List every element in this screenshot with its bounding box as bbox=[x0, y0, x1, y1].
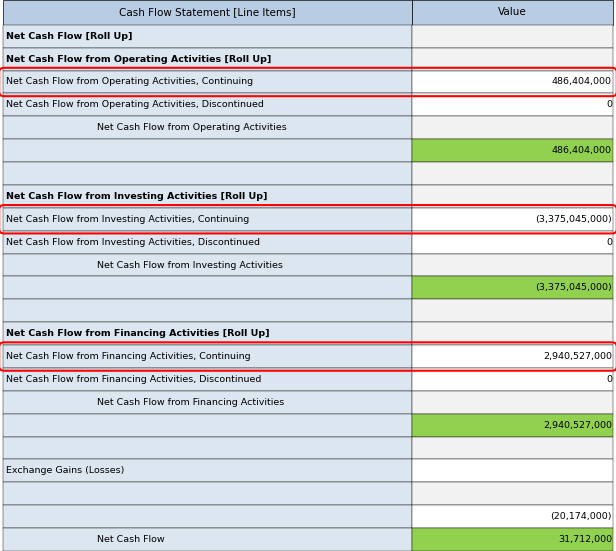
Text: 2,940,527,000: 2,940,527,000 bbox=[543, 352, 612, 361]
Text: Cash Flow Statement [Line Items]: Cash Flow Statement [Line Items] bbox=[119, 7, 296, 18]
Bar bbox=[411, 25, 613, 48]
Bar bbox=[411, 528, 613, 551]
Text: Net Cash Flow from Operating Activities, Discontinued: Net Cash Flow from Operating Activities,… bbox=[6, 100, 264, 109]
Text: Net Cash Flow from Investing Activities, Discontinued: Net Cash Flow from Investing Activities,… bbox=[6, 237, 260, 247]
Bar bbox=[411, 48, 613, 71]
Text: Net Cash Flow from Financing Activities: Net Cash Flow from Financing Activities bbox=[97, 398, 285, 407]
Bar bbox=[411, 277, 613, 299]
Bar bbox=[3, 0, 411, 25]
Text: Value: Value bbox=[498, 7, 527, 18]
Text: (3,375,045,000): (3,375,045,000) bbox=[535, 283, 612, 293]
Text: Net Cash Flow from Operating Activities [Roll Up]: Net Cash Flow from Operating Activities … bbox=[6, 55, 271, 63]
Text: 0: 0 bbox=[606, 237, 612, 247]
Bar bbox=[411, 253, 613, 277]
Text: 486,404,000: 486,404,000 bbox=[552, 146, 612, 155]
Bar bbox=[411, 94, 613, 116]
Bar bbox=[3, 345, 411, 368]
Bar bbox=[3, 185, 411, 208]
Bar bbox=[411, 139, 613, 162]
Text: Net Cash Flow from Financing Activities [Roll Up]: Net Cash Flow from Financing Activities … bbox=[6, 329, 270, 338]
Bar bbox=[3, 253, 411, 277]
Bar bbox=[3, 482, 411, 505]
Text: (3,375,045,000): (3,375,045,000) bbox=[535, 215, 612, 224]
Bar bbox=[411, 208, 613, 231]
Bar bbox=[3, 162, 411, 185]
Bar bbox=[3, 116, 411, 139]
Bar bbox=[411, 436, 613, 460]
Bar bbox=[3, 299, 411, 322]
Text: Net Cash Flow from Investing Activities [Roll Up]: Net Cash Flow from Investing Activities … bbox=[6, 192, 267, 201]
Text: 31,712,000: 31,712,000 bbox=[558, 535, 612, 544]
Bar bbox=[3, 25, 411, 48]
Bar bbox=[3, 505, 411, 528]
Bar bbox=[3, 277, 411, 299]
Bar bbox=[3, 48, 411, 71]
Bar bbox=[411, 0, 613, 25]
Text: Net Cash Flow [Roll Up]: Net Cash Flow [Roll Up] bbox=[6, 32, 132, 41]
Text: 2,940,527,000: 2,940,527,000 bbox=[543, 420, 612, 430]
Text: Net Cash Flow from Operating Activities, Continuing: Net Cash Flow from Operating Activities,… bbox=[6, 78, 253, 87]
Bar bbox=[411, 71, 613, 94]
Text: 0: 0 bbox=[606, 100, 612, 109]
Bar bbox=[411, 460, 613, 482]
Bar bbox=[3, 208, 411, 231]
Bar bbox=[411, 482, 613, 505]
Text: Exchange Gains (Losses): Exchange Gains (Losses) bbox=[6, 467, 124, 476]
Text: Net Cash Flow from Investing Activities, Continuing: Net Cash Flow from Investing Activities,… bbox=[6, 215, 249, 224]
Text: (20,174,000): (20,174,000) bbox=[551, 512, 612, 521]
Bar bbox=[3, 231, 411, 253]
Bar bbox=[411, 185, 613, 208]
Text: Net Cash Flow from Operating Activities: Net Cash Flow from Operating Activities bbox=[97, 123, 287, 132]
Bar bbox=[3, 94, 411, 116]
Bar bbox=[411, 231, 613, 253]
Bar bbox=[411, 299, 613, 322]
Bar bbox=[411, 368, 613, 391]
Bar bbox=[3, 322, 411, 345]
Bar bbox=[411, 116, 613, 139]
Bar bbox=[3, 414, 411, 436]
Text: Net Cash Flow from Investing Activities: Net Cash Flow from Investing Activities bbox=[97, 261, 283, 269]
Bar bbox=[411, 345, 613, 368]
Bar bbox=[3, 368, 411, 391]
Bar bbox=[3, 391, 411, 414]
Bar bbox=[411, 162, 613, 185]
Bar bbox=[3, 436, 411, 460]
Bar bbox=[411, 414, 613, 436]
Text: 486,404,000: 486,404,000 bbox=[552, 78, 612, 87]
Bar bbox=[3, 460, 411, 482]
Bar bbox=[3, 528, 411, 551]
Text: 0: 0 bbox=[606, 375, 612, 384]
Bar bbox=[411, 391, 613, 414]
Bar bbox=[411, 505, 613, 528]
Text: Net Cash Flow: Net Cash Flow bbox=[97, 535, 165, 544]
Bar bbox=[411, 322, 613, 345]
Bar bbox=[3, 139, 411, 162]
Text: Net Cash Flow from Financing Activities, Discontinued: Net Cash Flow from Financing Activities,… bbox=[6, 375, 261, 384]
Text: Net Cash Flow from Financing Activities, Continuing: Net Cash Flow from Financing Activities,… bbox=[6, 352, 251, 361]
Bar bbox=[3, 71, 411, 94]
